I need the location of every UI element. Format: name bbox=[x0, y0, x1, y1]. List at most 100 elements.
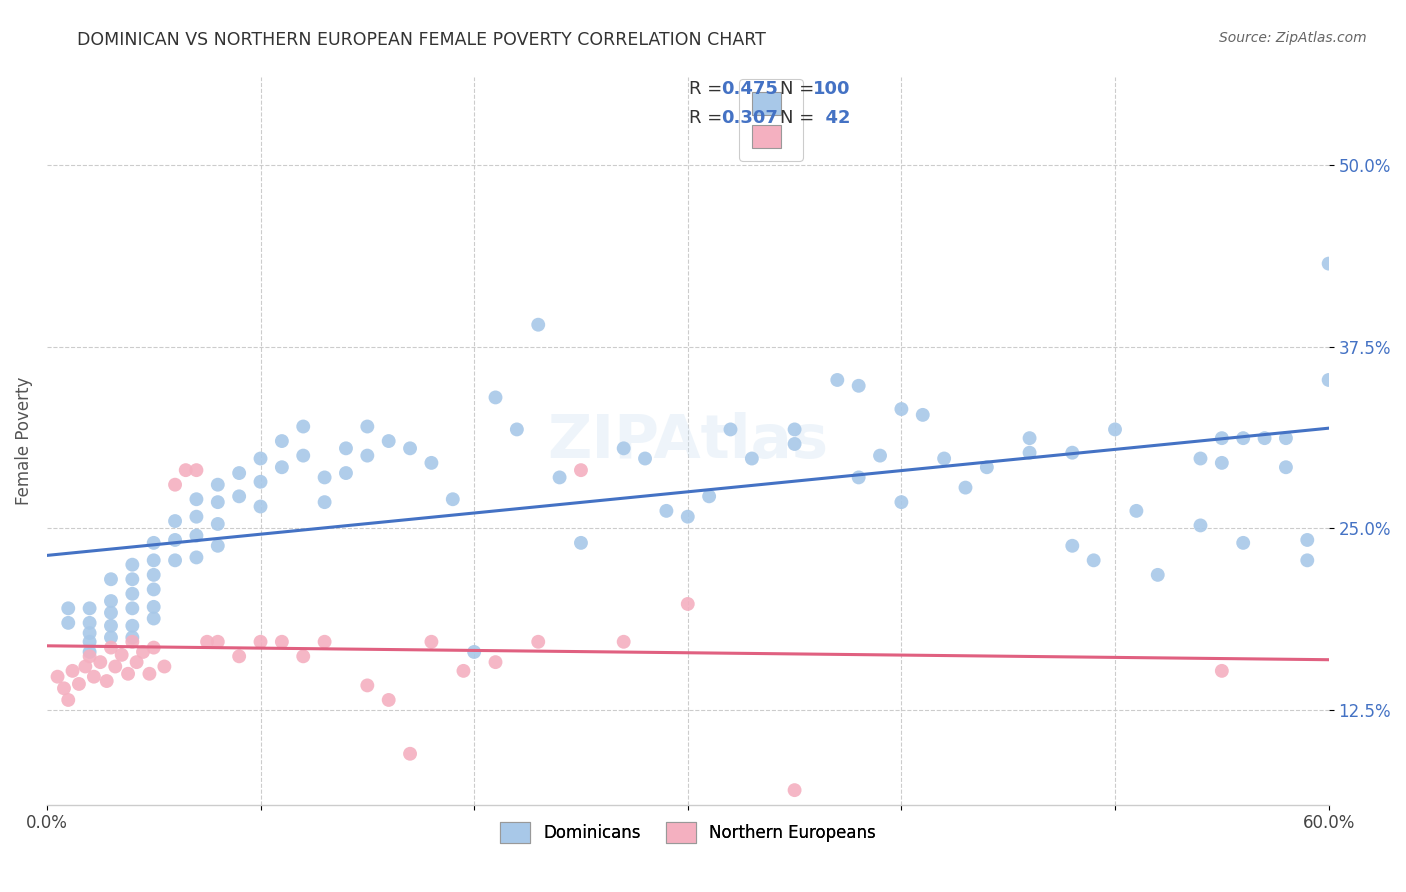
Point bbox=[142, 611, 165, 625]
Point bbox=[356, 419, 378, 434]
Point bbox=[377, 693, 399, 707]
Point bbox=[569, 463, 592, 477]
Point bbox=[121, 572, 143, 586]
Point bbox=[228, 649, 250, 664]
Point bbox=[100, 640, 122, 655]
Point bbox=[314, 495, 336, 509]
Point bbox=[58, 693, 80, 707]
Point bbox=[335, 466, 357, 480]
Point bbox=[932, 451, 955, 466]
Point bbox=[79, 645, 101, 659]
Point bbox=[117, 666, 139, 681]
Point bbox=[420, 456, 443, 470]
Text: 42: 42 bbox=[813, 109, 851, 127]
Point bbox=[186, 509, 208, 524]
Point bbox=[138, 666, 160, 681]
Point bbox=[121, 634, 143, 648]
Point bbox=[1189, 518, 1212, 533]
Point bbox=[142, 640, 165, 655]
Point bbox=[174, 463, 197, 477]
Point bbox=[228, 466, 250, 480]
Point bbox=[527, 318, 550, 332]
Point bbox=[62, 664, 84, 678]
Point bbox=[1018, 431, 1040, 445]
Point bbox=[569, 536, 592, 550]
Point bbox=[453, 664, 475, 678]
Point bbox=[121, 601, 143, 615]
Y-axis label: Female Poverty: Female Poverty bbox=[15, 377, 32, 505]
Point bbox=[121, 631, 143, 645]
Point bbox=[228, 489, 250, 503]
Point bbox=[100, 594, 122, 608]
Point bbox=[783, 437, 806, 451]
Point bbox=[186, 550, 208, 565]
Point bbox=[121, 558, 143, 572]
Point bbox=[356, 449, 378, 463]
Point bbox=[79, 649, 101, 664]
Point bbox=[207, 634, 229, 648]
Point bbox=[100, 606, 122, 620]
Point bbox=[506, 422, 529, 436]
Point bbox=[655, 504, 678, 518]
Point bbox=[697, 489, 720, 503]
Point bbox=[75, 659, 97, 673]
Point bbox=[132, 645, 155, 659]
Point bbox=[1125, 504, 1147, 518]
Point bbox=[848, 470, 870, 484]
Point bbox=[207, 539, 229, 553]
Point bbox=[613, 442, 636, 456]
Point bbox=[1275, 460, 1298, 475]
Point bbox=[911, 408, 934, 422]
Point bbox=[89, 655, 111, 669]
Point bbox=[121, 619, 143, 633]
Point bbox=[195, 634, 218, 648]
Point bbox=[676, 509, 699, 524]
Point bbox=[249, 500, 271, 514]
Point bbox=[399, 747, 422, 761]
Point bbox=[270, 434, 292, 448]
Point bbox=[783, 422, 806, 436]
Point bbox=[207, 477, 229, 491]
Point bbox=[1232, 536, 1254, 550]
Text: Source: ZipAtlas.com: Source: ZipAtlas.com bbox=[1219, 31, 1367, 45]
Legend: Dominicans, Northern Europeans: Dominicans, Northern Europeans bbox=[492, 814, 884, 851]
Point bbox=[100, 572, 122, 586]
Point bbox=[613, 634, 636, 648]
Point bbox=[142, 582, 165, 597]
Point bbox=[249, 634, 271, 648]
Text: ZIPAtlas: ZIPAtlas bbox=[547, 411, 828, 471]
Point bbox=[399, 442, 422, 456]
Point bbox=[165, 477, 187, 491]
Text: R =: R = bbox=[689, 109, 728, 127]
Point bbox=[270, 634, 292, 648]
Point bbox=[848, 378, 870, 392]
Point bbox=[890, 495, 912, 509]
Point bbox=[335, 442, 357, 456]
Point bbox=[270, 460, 292, 475]
Point bbox=[484, 655, 506, 669]
Point bbox=[1211, 664, 1233, 678]
Point bbox=[1083, 553, 1105, 567]
Point bbox=[186, 528, 208, 542]
Point bbox=[53, 681, 76, 696]
Point bbox=[1211, 431, 1233, 445]
Point bbox=[292, 419, 315, 434]
Text: 100: 100 bbox=[813, 80, 851, 98]
Text: 0.307: 0.307 bbox=[721, 109, 778, 127]
Point bbox=[142, 536, 165, 550]
Point bbox=[186, 492, 208, 507]
Text: DOMINICAN VS NORTHERN EUROPEAN FEMALE POVERTY CORRELATION CHART: DOMINICAN VS NORTHERN EUROPEAN FEMALE PO… bbox=[77, 31, 766, 49]
Point bbox=[314, 470, 336, 484]
Point bbox=[1018, 446, 1040, 460]
Point bbox=[827, 373, 849, 387]
Point bbox=[104, 659, 127, 673]
Point bbox=[377, 434, 399, 448]
Point bbox=[1296, 553, 1319, 567]
Point bbox=[121, 587, 143, 601]
Point bbox=[356, 678, 378, 692]
Point bbox=[79, 615, 101, 630]
Point bbox=[1211, 456, 1233, 470]
Point bbox=[890, 402, 912, 417]
Point bbox=[58, 601, 80, 615]
Point bbox=[676, 597, 699, 611]
